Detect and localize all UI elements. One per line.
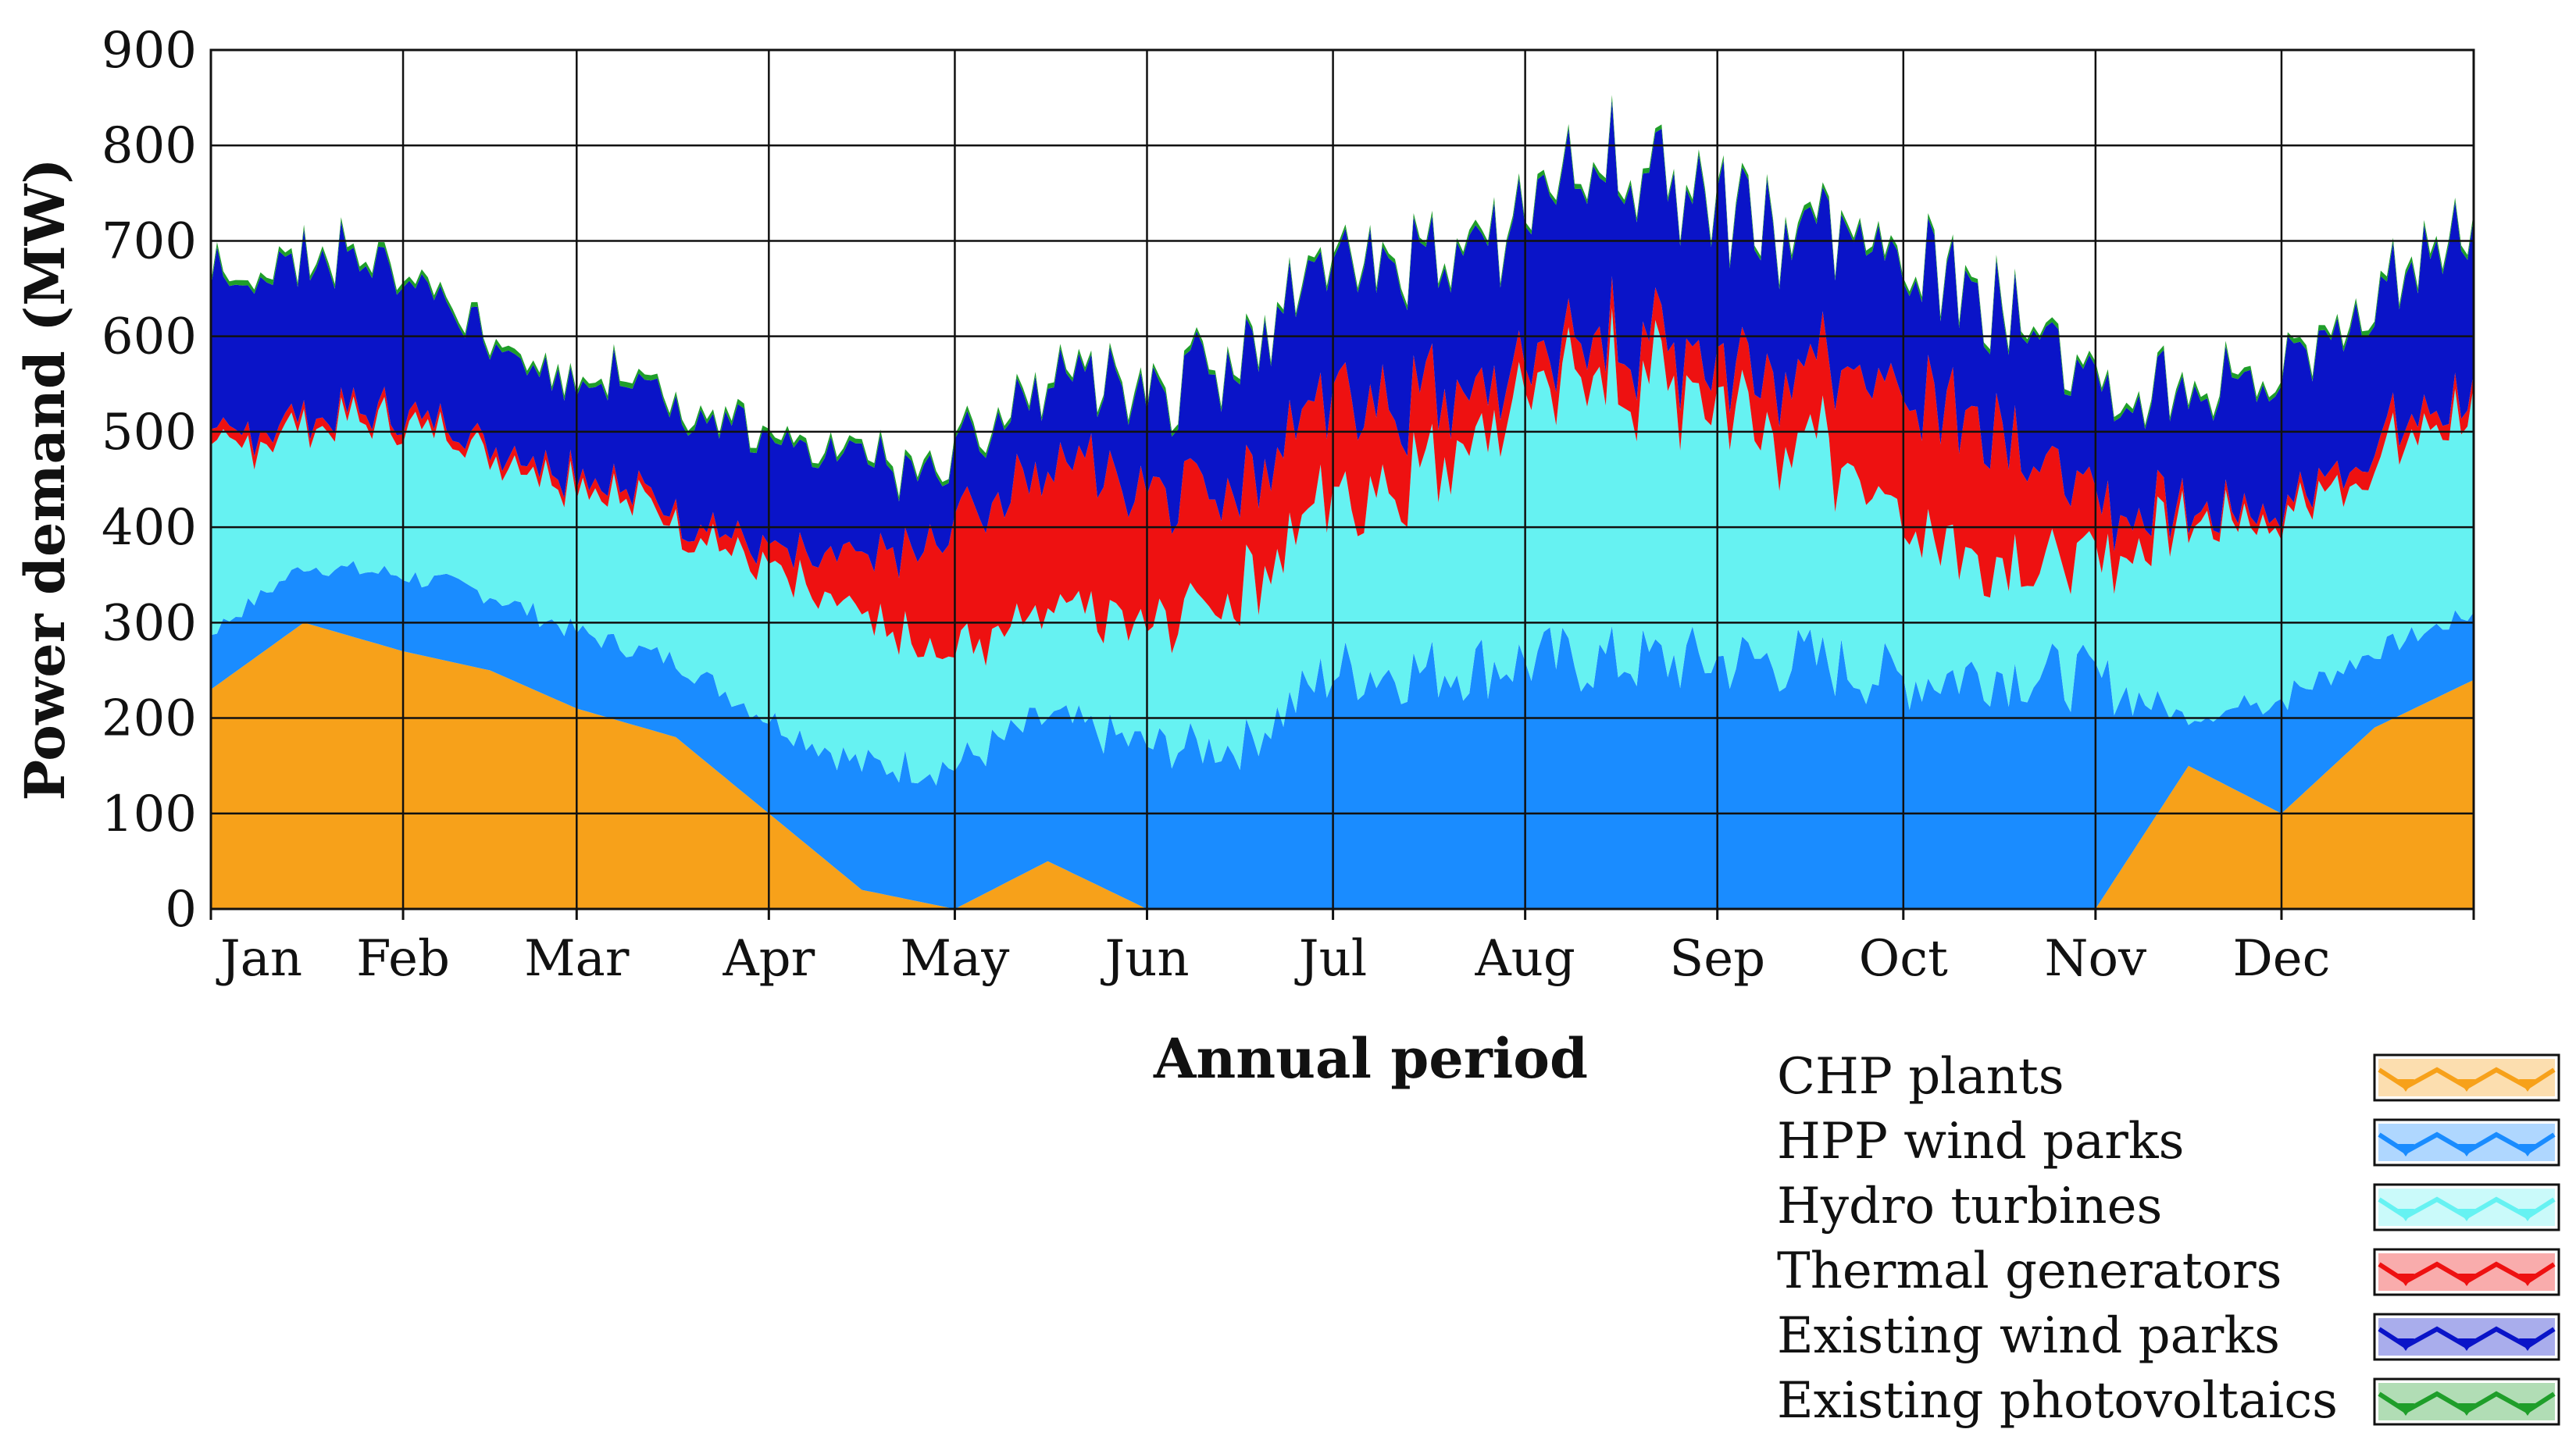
y-tick-label: 300: [102, 594, 197, 652]
x-tick-label: Nov: [2045, 930, 2147, 988]
legend: CHP plants HPP wind parks Hydro turbines Th…: [1777, 1048, 2560, 1430]
x-tick-label: Apr: [722, 930, 815, 988]
x-tick-label: Sep: [1669, 930, 1765, 988]
y-tick-label: 900: [102, 22, 197, 80]
legend-swatch-box: [2373, 1118, 2560, 1167]
x-axis-title: Annual period: [1153, 1026, 1588, 1091]
legend-swatch-box: [2373, 1053, 2560, 1102]
y-tick-label: 400: [102, 499, 197, 557]
legend-swatch-marker: [2519, 1144, 2536, 1156]
legend-swatch-marker: [2519, 1274, 2536, 1286]
area-existing-wind-parks: [211, 100, 2474, 579]
legend-swatch-marker: [2397, 1144, 2414, 1156]
stacked-areas: [211, 94, 2474, 909]
legend-swatch-box: [2373, 1248, 2560, 1296]
legend-swatch-marker: [2458, 1079, 2475, 1092]
y-axis-title: Power demand (MW): [12, 159, 77, 801]
legend-swatch-marker: [2519, 1338, 2536, 1351]
legend-swatch-marker: [2519, 1403, 2536, 1416]
y-tick-label: 500: [102, 404, 197, 462]
y-tick-label: 100: [102, 786, 197, 843]
x-tick-label: Jan: [216, 930, 302, 988]
area-thermal-generators: [211, 276, 2474, 666]
legend-swatch-box: [2373, 1377, 2560, 1426]
legend-swatch-marker: [2397, 1209, 2414, 1221]
y-tick-label: 600: [102, 308, 197, 366]
legend-swatch-marker: [2397, 1338, 2414, 1351]
legend-swatch-box: [2373, 1183, 2560, 1231]
legend-swatch-box: [2373, 1313, 2560, 1361]
area-hydro-turbines: [211, 308, 2474, 786]
x-tick-label: Oct: [1859, 930, 1948, 988]
plot-frame: [209, 48, 2475, 911]
y-tick-label: 200: [102, 690, 197, 748]
legend-label: Thermal generators: [1777, 1242, 2282, 1300]
x-tick-label: May: [901, 930, 1010, 988]
x-axis: Jan Feb Mar Apr May Jun Jul Aug Sep Oct Nov Dec: [209, 909, 2475, 988]
legend-swatch-marker: [2458, 1209, 2475, 1221]
legend-swatch-marker: [2458, 1403, 2475, 1416]
legend-swatch-marker: [2458, 1338, 2475, 1351]
legend-swatch-marker: [2458, 1144, 2475, 1156]
legend-swatch-marker: [2519, 1209, 2536, 1221]
legend-swatch-marker: [2397, 1403, 2414, 1416]
legend-label: Existing photovoltaics: [1777, 1372, 2338, 1430]
x-tick-label: Jul: [1294, 930, 1367, 988]
legend-label: CHP plants: [1777, 1048, 2064, 1106]
y-tick-label: 0: [165, 881, 197, 939]
area-chp-plants: [211, 622, 2474, 909]
legend-swatch-marker: [2397, 1079, 2414, 1092]
legend-swatch-marker: [2519, 1079, 2536, 1092]
area-hpp-wind-parks: [211, 561, 2474, 909]
legend-swatch-marker: [2397, 1274, 2414, 1286]
x-tick-label: Aug: [1474, 930, 1575, 988]
legend-label: Existing wind parks: [1777, 1307, 2280, 1365]
legend-label: HPP wind parks: [1777, 1113, 2184, 1171]
y-tick-label: 800: [102, 117, 197, 175]
y-tick-label: 700: [102, 212, 197, 270]
y-axis: 0 100 200 300 400 500 600 700 800 900: [102, 22, 197, 939]
x-tick-label: Jun: [1100, 930, 1189, 988]
x-tick-label: Dec: [2232, 930, 2330, 988]
x-tick-label: Mar: [524, 930, 630, 988]
x-tick-label: Feb: [356, 930, 450, 988]
grid-lines: [209, 48, 2475, 911]
legend-swatch-marker: [2458, 1274, 2475, 1286]
legend-label: Hydro turbines: [1777, 1178, 2162, 1235]
